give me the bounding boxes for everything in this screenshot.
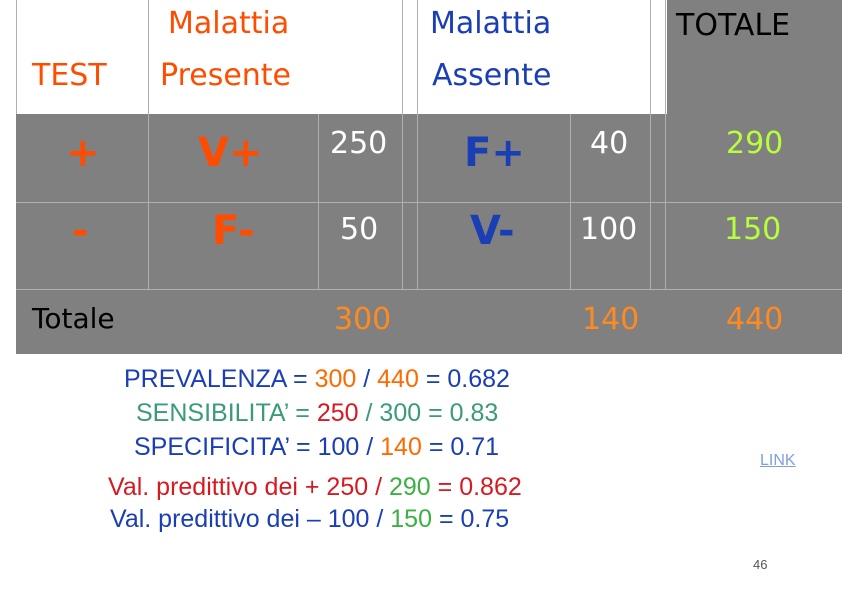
grid-line — [148, 0, 149, 290]
table-body-bg — [16, 114, 842, 354]
formula-separator: / — [369, 505, 391, 533]
formula-result: = 0.862 — [430, 473, 522, 501]
formula-numerator: 100 — [317, 433, 360, 461]
header-malattia-assente-line2: Assente — [432, 58, 552, 93]
grid-line — [16, 0, 17, 114]
totale-column-header-bg — [667, 0, 842, 114]
formula-result: = 0.71 — [421, 433, 500, 461]
cell-negative-total: 150 — [724, 212, 782, 247]
formula-denominator: 140 — [380, 433, 422, 461]
formula-valore-predittivo-negativo: Val. predittivo dei – 100 / 150 = 0.75 — [110, 504, 509, 534]
formula-label: PREVALENZA = — [124, 365, 315, 393]
cell-presente-total: 300 — [334, 302, 392, 337]
formula-sensibilita: SENSIBILITA’ = 250 / 300 = 0.83 — [136, 398, 498, 428]
formula-valore-predittivo-positivo: Val. predittivo dei + 250 / 290 = 0.862 — [108, 472, 522, 502]
table-header-bg — [16, 0, 667, 114]
formula-result: = 0.75 — [432, 505, 510, 533]
formula-result: = 0.83 — [421, 399, 499, 427]
formula-result: = 0.682 — [418, 365, 510, 393]
cell-false-positive-code: F+ — [464, 130, 525, 176]
formula-separator: / — [358, 399, 380, 427]
link[interactable]: LINK — [760, 452, 796, 469]
formula-separator: / — [368, 473, 389, 501]
cell-assente-total: 140 — [582, 302, 640, 337]
grid-line — [16, 202, 842, 203]
cell-false-negative-value: 50 — [340, 212, 379, 247]
page-number: 46 — [753, 557, 768, 572]
cell-true-positive-code: V+ — [198, 130, 263, 176]
grid-line — [16, 289, 842, 290]
formula-numerator: 100 — [327, 505, 370, 533]
cell-true-positive-value: 250 — [330, 126, 388, 161]
header-totale: TOTALE — [676, 8, 791, 43]
cell-false-negative-code: F- — [212, 208, 255, 254]
formula-denominator: 300 — [379, 399, 422, 427]
header-malattia-presente-line1: Malattia — [168, 6, 290, 41]
formula-separator: / — [359, 433, 381, 461]
formula-label: SENSIBILITA’ = — [136, 399, 317, 427]
formula-specificita: SPECIFICITA’ = 100 / 140 = 0.71 — [134, 432, 499, 462]
header-malattia-presente-line2: Presente — [160, 58, 292, 93]
formula-numerator: 250 — [326, 473, 369, 501]
formula-prevalenza: PREVALENZA = 300 / 440 = 0.682 — [124, 364, 510, 394]
grid-line — [402, 0, 403, 290]
formula-label: Val. predittivo dei – — [110, 505, 328, 533]
row-positive-sign: + — [66, 130, 100, 176]
formula-label: Val. predittivo dei + — [108, 473, 327, 501]
row-totale-label: Totale — [32, 302, 115, 335]
cell-grand-total: 440 — [726, 302, 784, 337]
grid-line — [650, 0, 651, 290]
cell-false-positive-value: 40 — [590, 126, 629, 161]
cell-true-negative-value: 100 — [580, 212, 638, 247]
grid-line — [417, 0, 418, 290]
formula-denominator: 290 — [388, 473, 431, 501]
grid-line — [665, 0, 666, 290]
cell-positive-total: 290 — [726, 126, 784, 161]
row-negative-sign: - — [72, 208, 89, 254]
cell-true-negative-code: V- — [470, 208, 515, 254]
formula-numerator: 300 — [314, 365, 357, 393]
formula-numerator: 250 — [316, 399, 359, 427]
header-test: TEST — [32, 58, 107, 93]
formula-denominator: 150 — [390, 505, 432, 533]
formula-denominator: 440 — [377, 365, 419, 393]
formula-separator: / — [356, 365, 378, 393]
formula-label: SPECIFICITA’ = — [134, 433, 318, 461]
header-malattia-assente-line1: Malattia — [430, 6, 552, 41]
